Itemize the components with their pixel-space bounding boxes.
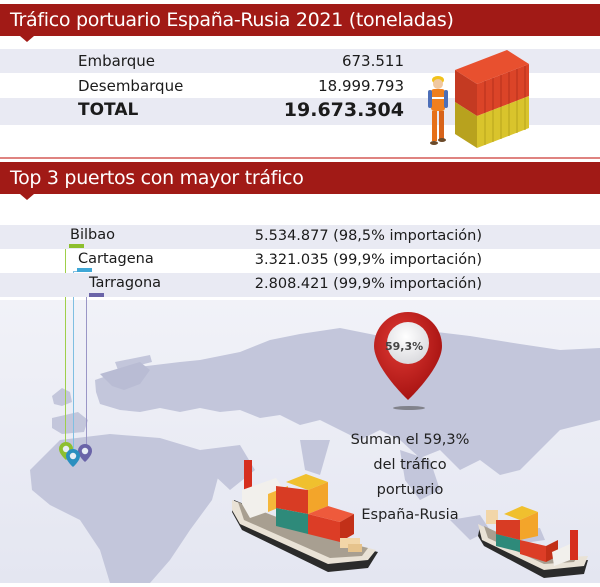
- port-row-bilbao: Bilbao 5.534.877 (98,5% importación): [0, 225, 600, 249]
- port-value: 5.534.877 (98,5% importación): [254, 228, 482, 244]
- leader-line-cartagena: [73, 271, 74, 451]
- port-name: Cartagena: [78, 251, 154, 267]
- map-pin-tarragona-icon: [78, 444, 92, 462]
- port-name: Tarragona: [89, 275, 162, 291]
- caption-line: del tráfico portuario: [373, 457, 447, 498]
- leader-tick-cartagena: [73, 271, 79, 272]
- row-value: 673.511: [341, 52, 404, 70]
- port-marker-cartagena: [77, 268, 92, 272]
- caption-line: España-Rusia: [361, 507, 459, 523]
- port-row-cartagena: Cartagena 3.321.035 (99,9% importación): [0, 249, 600, 273]
- caption-line: Suman el 59,3%: [350, 432, 470, 448]
- section-title-traffic: Tráfico portuario España-Rusia 2021 (ton…: [0, 4, 600, 42]
- port-name: Bilbao: [70, 227, 115, 243]
- map-land-shapes: [30, 328, 600, 583]
- port-marker-bilbao: [69, 244, 84, 248]
- cargo-ship-small-illustration: [478, 506, 588, 578]
- cargo-ship-large-illustration: [232, 460, 378, 572]
- section-title-text: Top 3 puertos con mayor tráfico: [10, 167, 304, 189]
- port-value: 3.321.035 (99,9% importación): [254, 252, 482, 268]
- port-location-pins: [59, 442, 92, 467]
- section-title-top-ports: Top 3 puertos con mayor tráfico: [0, 162, 600, 200]
- row-label: TOTAL: [78, 100, 139, 120]
- banner-notch: [20, 36, 34, 42]
- section-divider: [0, 157, 600, 159]
- map-pin-cartagena-icon: [66, 449, 80, 467]
- highlight-caption: Suman el 59,3% del tráfico portuario Esp…: [340, 428, 480, 528]
- section-title-text: Tráfico portuario España-Rusia 2021 (ton…: [10, 9, 454, 31]
- leader-line-tarragona: [86, 296, 87, 446]
- table-row-desembarque: Desembarque 18.999.793: [0, 74, 600, 98]
- leader-line-bilbao: [65, 242, 66, 442]
- row-value: 19.673.304: [283, 99, 404, 121]
- map-pin-highlight-icon: [374, 312, 442, 400]
- port-value: 2.808.421 (99,9% importación): [254, 276, 482, 292]
- row-label: Desembarque: [78, 77, 184, 95]
- worker-containers-illustration: [428, 50, 529, 148]
- pin-percentage: 59,3%: [385, 340, 424, 353]
- port-marker-tarragona: [89, 293, 104, 297]
- banner-notch: [20, 194, 34, 200]
- row-label: Embarque: [78, 52, 155, 70]
- row-value: 18.999.793: [318, 77, 404, 95]
